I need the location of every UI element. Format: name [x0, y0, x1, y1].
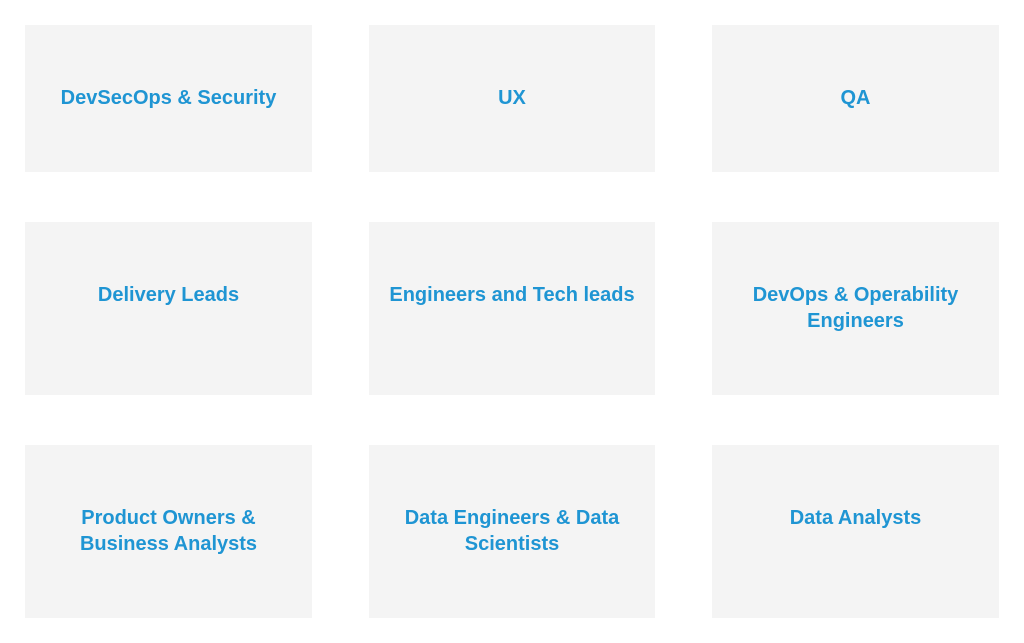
card-label: Delivery Leads	[97, 284, 240, 306]
card-data-analysts[interactable]: Data Analysts	[712, 445, 999, 618]
card-label: QA	[840, 87, 871, 109]
card-product-owners-business-analysts[interactable]: Product Owners & Business Analysts	[25, 445, 312, 618]
card-label: Engineers and Tech leads	[389, 284, 635, 306]
card-delivery-leads[interactable]: Delivery Leads	[25, 222, 312, 395]
card-label: UX	[498, 87, 526, 109]
card-data-engineers-data-scientists[interactable]: Data Engineers & Data Scientists	[369, 445, 655, 618]
card-label: Data Analysts	[789, 507, 922, 529]
card-engineers-tech-leads[interactable]: Engineers and Tech leads	[369, 222, 655, 395]
card-label: DevOps & Operability Engineers	[752, 284, 959, 332]
card-label: Product Owners & Business Analysts	[79, 507, 258, 555]
card-devsecops-security[interactable]: DevSecOps & Security	[25, 25, 312, 172]
card-ux[interactable]: UX	[369, 25, 655, 172]
card-label: Data Engineers & Data Scientists	[404, 507, 620, 555]
card-label: DevSecOps & Security	[60, 87, 277, 109]
card-devops-operability-engineers[interactable]: DevOps & Operability Engineers	[712, 222, 999, 395]
card-qa[interactable]: QA	[712, 25, 999, 172]
